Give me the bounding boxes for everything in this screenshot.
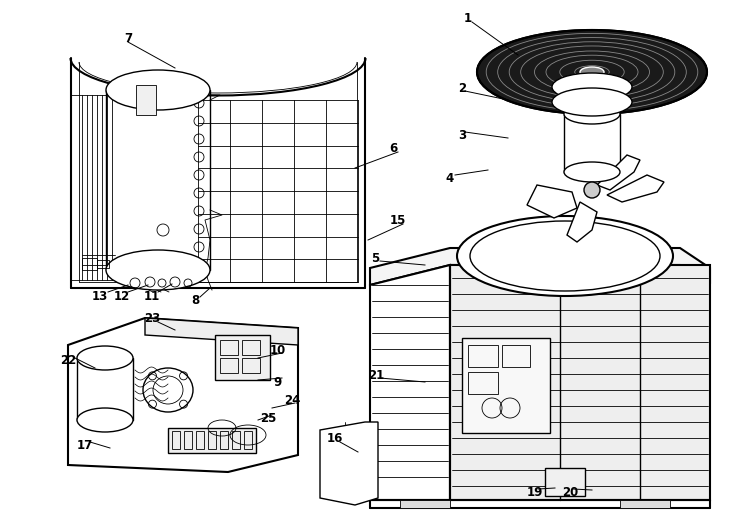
Text: 19: 19 <box>527 486 543 499</box>
Text: 15: 15 <box>390 214 406 227</box>
Bar <box>232 431 240 449</box>
Bar <box>168 428 256 453</box>
Ellipse shape <box>552 88 632 116</box>
Bar <box>196 431 204 449</box>
Polygon shape <box>370 265 450 500</box>
Bar <box>172 431 180 449</box>
Polygon shape <box>450 265 710 500</box>
Text: 25: 25 <box>260 411 276 424</box>
Text: 16: 16 <box>327 432 343 445</box>
Ellipse shape <box>106 250 210 290</box>
Ellipse shape <box>552 73 632 101</box>
Polygon shape <box>597 155 640 190</box>
Ellipse shape <box>106 70 210 110</box>
Ellipse shape <box>477 30 707 114</box>
Bar <box>400 500 450 508</box>
Text: 10: 10 <box>270 344 286 357</box>
Ellipse shape <box>77 408 133 432</box>
Text: 9: 9 <box>274 375 282 388</box>
Text: 20: 20 <box>562 486 578 499</box>
Bar <box>242 340 260 355</box>
Ellipse shape <box>564 162 620 182</box>
Bar <box>184 431 192 449</box>
Text: 3: 3 <box>458 128 466 141</box>
Polygon shape <box>607 175 664 202</box>
Polygon shape <box>320 422 378 505</box>
Text: 8: 8 <box>191 293 199 306</box>
Text: 21: 21 <box>368 369 384 382</box>
Ellipse shape <box>457 216 673 296</box>
Text: 6: 6 <box>389 141 397 154</box>
Bar <box>220 340 238 355</box>
Ellipse shape <box>77 346 133 370</box>
Polygon shape <box>68 318 298 472</box>
Bar <box>468 372 498 394</box>
Text: 12: 12 <box>114 290 130 303</box>
Text: 2: 2 <box>458 82 466 95</box>
Bar <box>220 358 238 373</box>
Text: 13: 13 <box>92 290 108 303</box>
Polygon shape <box>567 202 597 242</box>
Polygon shape <box>370 248 710 285</box>
Bar <box>545 468 585 496</box>
Bar <box>468 345 498 367</box>
Text: 5: 5 <box>371 252 379 265</box>
Bar <box>220 431 228 449</box>
Text: 7: 7 <box>124 32 132 45</box>
Bar <box>620 500 670 508</box>
Bar <box>97 260 109 268</box>
Text: 17: 17 <box>77 438 93 451</box>
Polygon shape <box>527 185 577 218</box>
Text: 23: 23 <box>144 311 160 324</box>
Bar <box>136 85 156 115</box>
Ellipse shape <box>584 182 600 198</box>
Text: 1: 1 <box>464 11 472 24</box>
Polygon shape <box>145 318 298 345</box>
Bar <box>244 431 252 449</box>
Bar <box>215 335 270 380</box>
Bar <box>82 258 97 270</box>
Text: 4: 4 <box>446 172 454 185</box>
Text: 24: 24 <box>284 394 300 407</box>
Bar <box>502 345 530 367</box>
Ellipse shape <box>564 104 620 124</box>
Bar <box>208 431 216 449</box>
Bar <box>462 338 550 433</box>
Bar <box>242 358 260 373</box>
Text: 11: 11 <box>144 290 160 303</box>
Ellipse shape <box>580 67 604 77</box>
Text: 22: 22 <box>60 354 76 367</box>
